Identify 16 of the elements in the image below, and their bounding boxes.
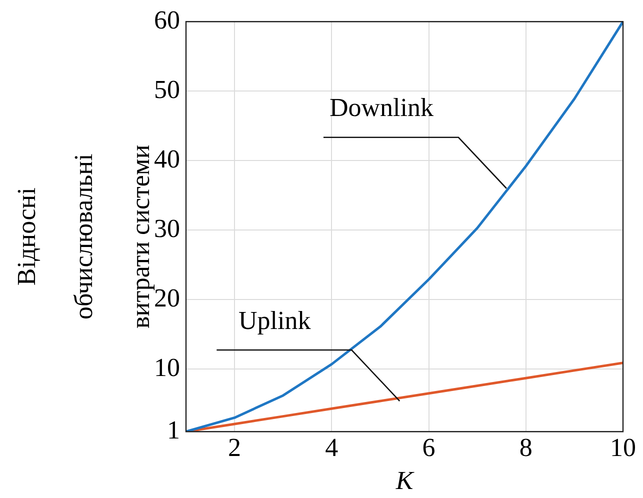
x-tick-label: 2 bbox=[228, 433, 242, 462]
annotation: Downlink bbox=[329, 93, 434, 122]
annotation: Uplink bbox=[238, 306, 311, 335]
y-tick-label: 30 bbox=[154, 214, 180, 243]
x-tick-label: 6 bbox=[422, 433, 436, 462]
x-tick-label: 8 bbox=[519, 433, 532, 462]
x-axis-title: K bbox=[394, 466, 415, 496]
y-tick-label: 50 bbox=[154, 74, 180, 104]
y-tick-label: 1 bbox=[167, 415, 180, 444]
y-tick-label: 60 bbox=[154, 5, 180, 34]
y-axis-title: Відносні обчислювальні витрати системи bbox=[12, 144, 155, 328]
x-tick-label: 10 bbox=[610, 433, 636, 462]
x-tick-label: 4 bbox=[325, 433, 338, 462]
y-tick-label: 20 bbox=[154, 283, 180, 312]
y-tick-label: 10 bbox=[154, 352, 180, 382]
y-tick-label: 40 bbox=[154, 144, 180, 174]
